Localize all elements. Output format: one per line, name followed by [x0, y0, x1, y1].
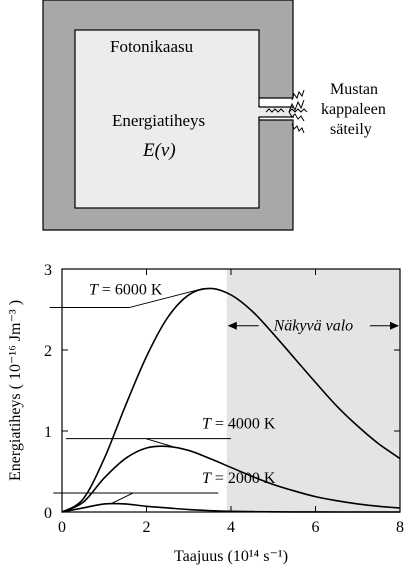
radiation-label-line3: säteily [330, 121, 372, 138]
y-tick-label: 3 [44, 262, 52, 279]
cavity-interior [74, 29, 260, 209]
energy-symbol: E(ν) [142, 140, 176, 161]
x-tick-label: 2 [143, 519, 151, 536]
energy-density-label: Energiatiheys [112, 111, 205, 130]
visible-arrowhead-right [390, 321, 399, 330]
series-label-0: T = 6000 K [89, 281, 163, 298]
x-axis-label: Taajuus (10¹⁴ s⁻¹) [174, 548, 288, 565]
series-line-0 [61, 287, 401, 513]
x-tick-label: 4 [227, 519, 235, 536]
series-label-1: T = 4000 K [202, 416, 276, 433]
cavity-opening [258, 107, 294, 117]
radiation-label-line2: kappaleen [321, 101, 386, 118]
y-axis-label: Energiatiheys ( 10⁻¹⁶ Jm⁻³ ) [7, 300, 24, 481]
y-tick-label: 1 [44, 424, 52, 441]
series-line-2 [61, 502, 401, 513]
annotations: Näkyvä valo [227, 318, 399, 335]
series-label-leader-1 [145, 438, 172, 447]
radiation-label-line1: Mustan [330, 81, 378, 98]
series-label-2: T = 2000 K [202, 470, 276, 487]
series-label-leader-0 [129, 287, 204, 308]
axis-ticks: 0 2 4 6 8 0 1 2 3 [44, 262, 404, 536]
visible-arrowhead-left [227, 321, 237, 330]
gas-label: Fotonikaasu [110, 37, 194, 56]
cavity-diagram: Fotonikaasu Energiatiheys E(ν) Mustan ka… [42, 0, 386, 231]
x-tick-label: 6 [312, 519, 320, 536]
radiation-icon [265, 89, 308, 134]
y-tick-label: 2 [44, 343, 52, 360]
x-tick-label: 8 [396, 519, 404, 536]
series-layer: T = 6000 K T = 4000 K T = 2000 K [49, 281, 401, 513]
series-label-leader-2 [110, 492, 134, 505]
x-tick-label: 0 [58, 519, 66, 536]
visible-light-label: Näkyvä valo [273, 318, 354, 335]
series-line-1 [61, 445, 401, 513]
y-tick-label: 0 [44, 505, 52, 522]
visible-light-region [226, 269, 400, 512]
